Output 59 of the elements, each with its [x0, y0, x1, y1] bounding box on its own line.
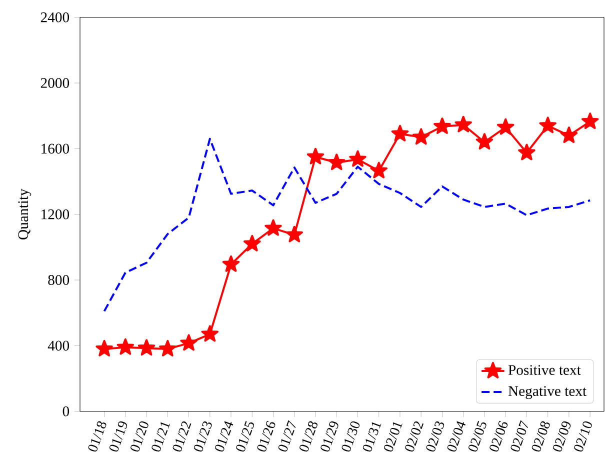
x-tick-label: 01/31 — [362, 422, 382, 452]
y-tick-label: 2400 — [40, 12, 70, 22]
x-tick-label: 01/23 — [194, 421, 212, 452]
point — [496, 118, 514, 135]
x-tick-label: 01/24 — [215, 421, 234, 452]
point — [159, 340, 176, 356]
x-tick-label: 02/03 — [426, 421, 444, 452]
y-tick-label: 0 — [62, 406, 70, 416]
y-tick-label: 400 — [48, 340, 70, 351]
x-tick-label: 02/04 — [447, 421, 466, 452]
x-tick-label: 01/19 — [109, 421, 128, 452]
x-tick-label: 02/08 — [532, 421, 550, 452]
x-tick-label: 01/22 — [172, 421, 192, 452]
x-tick-label: 02/06 — [490, 420, 508, 452]
x-tick-label: 01/27 — [278, 420, 296, 452]
point — [306, 148, 324, 164]
y-tick-label: 2000 — [40, 78, 70, 88]
x-tick-label: 01/29 — [320, 421, 338, 452]
y-tick-label: 1600 — [42, 144, 70, 154]
point — [454, 116, 472, 132]
point — [286, 226, 303, 242]
point — [349, 150, 366, 167]
x-tick-label: 02/05 — [468, 421, 486, 452]
x-tick-label: 01/25 — [236, 421, 254, 452]
point — [244, 234, 261, 252]
point — [264, 219, 282, 236]
legend-label: Positive text — [508, 365, 581, 375]
point — [180, 334, 198, 351]
point — [370, 162, 388, 178]
x-tick-label: 01/30 — [342, 421, 360, 452]
point — [434, 118, 451, 134]
x-tick-label: 02/07 — [510, 420, 528, 452]
point — [476, 133, 494, 150]
x-tick-label: 02/01 — [384, 422, 402, 452]
x-tick-label: 02/02 — [405, 421, 424, 452]
y-tick-label: 800 — [48, 275, 70, 285]
point — [96, 340, 113, 356]
x-tick-label: 01/21 — [152, 422, 170, 452]
point — [201, 325, 219, 342]
x-tick-label: 01/28 — [300, 421, 318, 452]
point — [560, 126, 578, 144]
point — [328, 154, 346, 170]
point — [539, 116, 556, 134]
point — [412, 128, 430, 145]
y-axis-title: Quantity — [18, 188, 32, 240]
point — [391, 124, 409, 142]
x-tick-label: 02/10 — [574, 421, 592, 452]
y-tick-label: 1200 — [42, 209, 70, 220]
point — [116, 338, 134, 355]
x-tick-label: 01/26 — [257, 420, 276, 452]
line-series — [103, 138, 592, 312]
x-tick-label: 02/09 — [553, 421, 571, 452]
x-tick-label: 01/20 — [130, 421, 148, 452]
point — [222, 255, 240, 272]
legend-label: Negative text — [508, 386, 587, 400]
point — [581, 112, 599, 130]
point — [518, 144, 536, 160]
point — [138, 339, 156, 356]
x-tick-label: 01/18 — [88, 421, 106, 452]
